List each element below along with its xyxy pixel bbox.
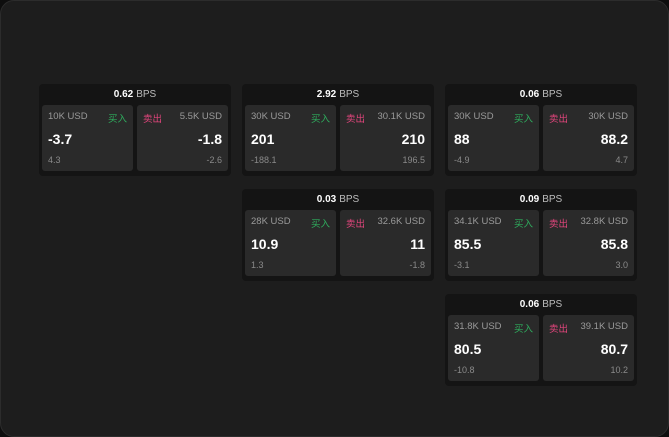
- buy-change: -188.1: [251, 155, 277, 165]
- buy-change: 1.3: [251, 260, 264, 270]
- quote-card: 2.92 BPS 30K USD 买入 201 -188.1 卖出 30.1K USD…: [242, 84, 434, 176]
- spread-header: 0.09 BPS: [445, 189, 637, 210]
- spread-value: 0.03: [316, 194, 337, 205]
- buy-price: 201: [251, 131, 275, 147]
- spread-value: 0.62: [113, 89, 134, 100]
- sell-label: 卖出: [346, 114, 366, 125]
- buy-button[interactable]: 10K USD 买入 -3.7 4.3: [42, 105, 133, 171]
- buy-change: 4.3: [48, 155, 61, 165]
- sell-size: 32.8K USD: [580, 216, 628, 227]
- sell-label: 卖出: [549, 114, 569, 125]
- sell-change: 3.0: [615, 260, 628, 270]
- sell-change: -1.8: [409, 260, 425, 270]
- quote-card: 0.06 BPS 31.8K USD 买入 80.5 -10.8 卖出 39.1K U…: [445, 294, 637, 386]
- spread-unit: BPS: [542, 299, 563, 310]
- buy-size: 34.1K USD: [454, 216, 502, 227]
- sell-button[interactable]: 卖出 32.6K USD 11 -1.8: [340, 210, 431, 276]
- buy-price: 80.5: [454, 341, 482, 357]
- buy-price: 10.9: [251, 236, 279, 252]
- spread-header: 0.62 BPS: [39, 84, 231, 105]
- spread-header: 0.06 BPS: [445, 294, 637, 315]
- buy-change: -4.9: [454, 155, 470, 165]
- sell-change: 196.5: [402, 155, 425, 165]
- sell-label: 卖出: [143, 114, 163, 125]
- spread-unit: BPS: [339, 194, 360, 205]
- buy-size: 30K USD: [251, 111, 291, 122]
- sell-price: 88.2: [600, 131, 628, 147]
- sell-change: 10.2: [610, 365, 628, 375]
- buy-button[interactable]: 28K USD 买入 10.9 1.3: [245, 210, 336, 276]
- sell-button[interactable]: 卖出 30.1K USD 210 196.5: [340, 105, 431, 171]
- buy-button[interactable]: 31.8K USD 买入 80.5 -10.8: [448, 315, 539, 381]
- sell-button[interactable]: 卖出 5.5K USD -1.8 -2.6: [137, 105, 228, 171]
- spread-value: 0.06: [519, 299, 540, 310]
- sell-price: 80.7: [600, 341, 628, 357]
- buy-size: 10K USD: [48, 111, 88, 122]
- sell-label: 卖出: [346, 219, 366, 230]
- buy-change: -3.1: [454, 260, 470, 270]
- spread-unit: BPS: [339, 89, 360, 100]
- sell-price: 11: [410, 236, 425, 252]
- buy-price: 88: [454, 131, 470, 147]
- spread-value: 0.06: [519, 89, 540, 100]
- sell-size: 30K USD: [588, 111, 628, 122]
- buy-label: 买入: [513, 324, 533, 335]
- spread-value: 2.92: [316, 89, 337, 100]
- spread-unit: BPS: [136, 89, 157, 100]
- sell-size: 32.6K USD: [377, 216, 425, 227]
- sell-price: -1.8: [197, 131, 222, 147]
- sell-change: -2.6: [206, 155, 222, 165]
- spread-unit: BPS: [542, 89, 563, 100]
- sell-size: 5.5K USD: [179, 111, 222, 122]
- buy-size: 28K USD: [251, 216, 291, 227]
- buy-button[interactable]: 34.1K USD 买入 85.5 -3.1: [448, 210, 539, 276]
- buy-label: 买入: [513, 114, 533, 125]
- sell-change: 4.7: [615, 155, 628, 165]
- quote-card: 0.03 BPS 28K USD 买入 10.9 1.3 卖出 32.6K USD 1…: [242, 189, 434, 281]
- buy-label: 买入: [107, 114, 127, 125]
- buy-size: 31.8K USD: [454, 321, 502, 332]
- sell-size: 39.1K USD: [580, 321, 628, 332]
- quote-card: 0.62 BPS 10K USD 买入 -3.7 4.3 卖出 5.5K USD -1…: [39, 84, 231, 176]
- sell-label: 卖出: [549, 324, 569, 335]
- buy-price: 85.5: [454, 236, 482, 252]
- buy-label: 买入: [310, 219, 330, 230]
- sell-label: 卖出: [549, 219, 569, 230]
- sell-button[interactable]: 卖出 39.1K USD 80.7 10.2: [543, 315, 634, 381]
- buy-label: 买入: [310, 114, 330, 125]
- sell-price: 210: [401, 131, 425, 147]
- sell-size: 30.1K USD: [377, 111, 425, 122]
- sell-button[interactable]: 卖出 30K USD 88.2 4.7: [543, 105, 634, 171]
- quote-card: 0.06 BPS 30K USD 买入 88 -4.9 卖出 30K USD 88.2…: [445, 84, 637, 176]
- sell-button[interactable]: 卖出 32.8K USD 85.8 3.0: [543, 210, 634, 276]
- buy-label: 买入: [513, 219, 533, 230]
- buy-button[interactable]: 30K USD 买入 88 -4.9: [448, 105, 539, 171]
- buy-price: -3.7: [48, 131, 73, 147]
- spread-header: 0.06 BPS: [445, 84, 637, 105]
- quote-card: 0.09 BPS 34.1K USD 买入 85.5 -3.1 卖出 32.8K US…: [445, 189, 637, 281]
- spread-value: 0.09: [519, 194, 540, 205]
- buy-button[interactable]: 30K USD 买入 201 -188.1: [245, 105, 336, 171]
- spread-header: 2.92 BPS: [242, 84, 434, 105]
- buy-change: -10.8: [454, 365, 475, 375]
- spread-header: 0.03 BPS: [242, 189, 434, 210]
- sell-price: 85.8: [600, 236, 628, 252]
- buy-size: 30K USD: [454, 111, 494, 122]
- spread-unit: BPS: [542, 194, 563, 205]
